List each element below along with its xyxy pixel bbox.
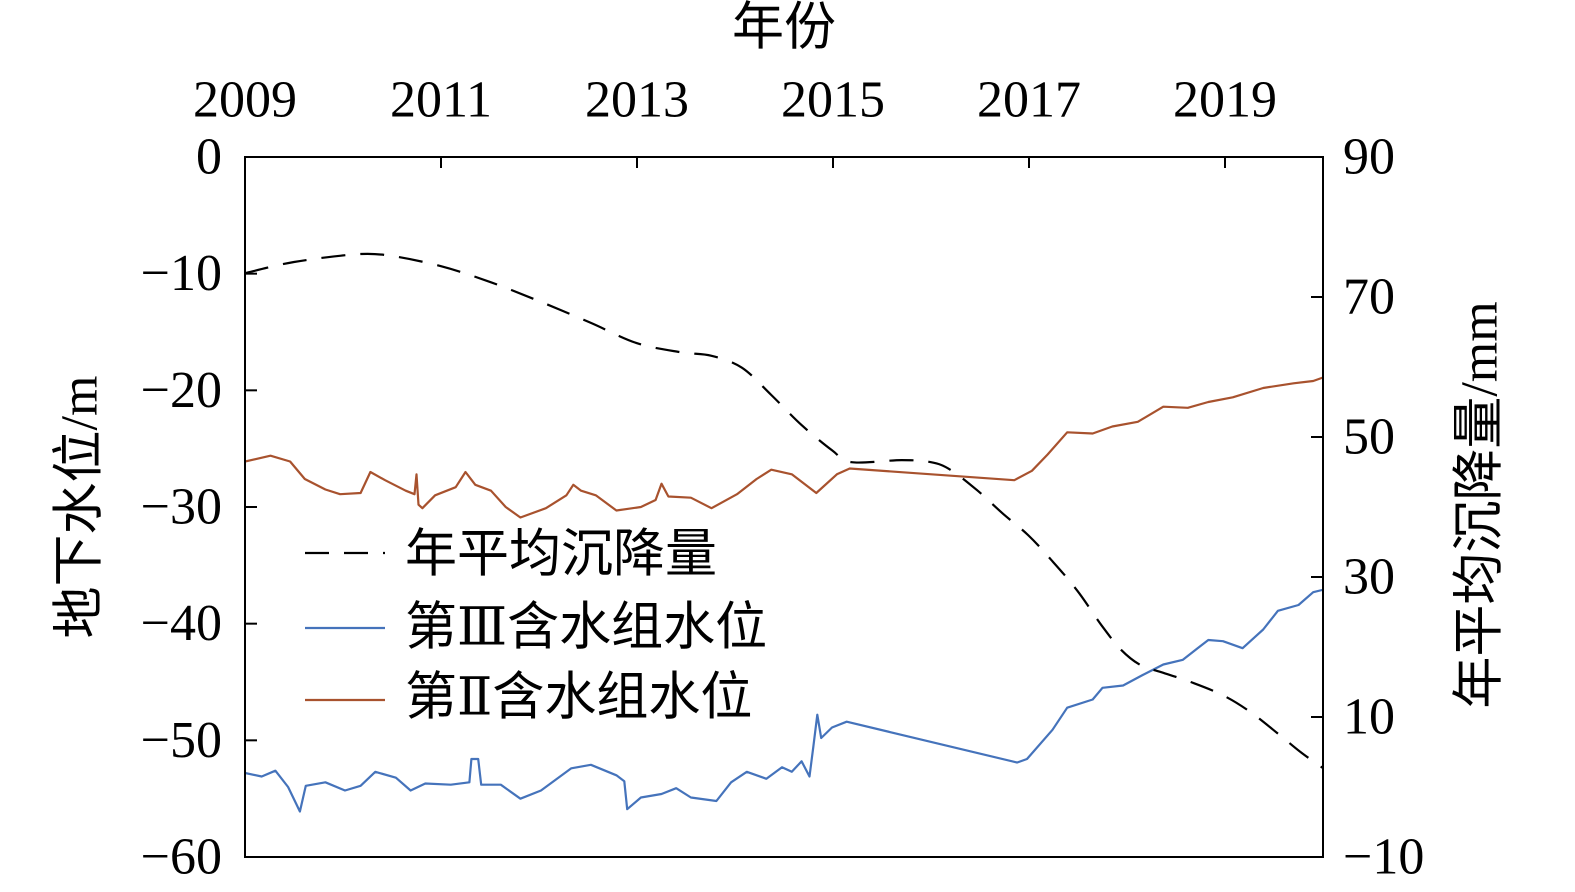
y-left-tick-label: −20 [141, 362, 222, 419]
legend-label-aquifer-ii: 第Ⅱ含水组水位 [405, 670, 752, 727]
x-tick-label: 2019 [1173, 72, 1277, 129]
x-tick-label: 2015 [781, 72, 885, 129]
y-right-tick-label: 30 [1343, 549, 1395, 606]
x-tick-label: 2013 [585, 72, 689, 129]
y-left-tick-label: −50 [141, 712, 222, 769]
legend-item: 年平均沉降量 [305, 527, 717, 584]
legend-label-aquifer-iii: 第Ⅲ含水组水位 [405, 600, 767, 657]
y-left-tick-label: −40 [141, 595, 222, 652]
aquifer-iii-level-line [245, 588, 1323, 813]
y-right-tick-label: −10 [1343, 829, 1424, 886]
settlement-line [245, 252, 1323, 769]
y-axis-right-ticks: 90 70 50 30 10 −10 [1311, 129, 1424, 886]
x-tick-label: 2011 [390, 72, 492, 129]
legend: 年平均沉降量 第Ⅲ含水组水位 第Ⅱ含水组水位 [305, 527, 767, 727]
y-right-tick-label: 10 [1343, 689, 1395, 746]
x-axis-ticks: 2009 2011 2013 2015 2017 2019 [193, 72, 1277, 168]
y-right-tick-label: 70 [1343, 269, 1395, 326]
aquifer-ii-level-line [245, 376, 1323, 519]
y-axis-title-right: 年平均沉降量/mm [1452, 301, 1509, 708]
x-tick-label: 2009 [193, 72, 297, 129]
y-axis-left-ticks: 0 −10 −20 −30 −40 −50 −60 [141, 129, 257, 886]
plot-frame [244, 156, 1324, 858]
legend-item: 第Ⅱ含水组水位 [305, 670, 752, 727]
y-left-tick-label: 0 [196, 129, 222, 186]
y-left-tick-label: −30 [141, 479, 222, 536]
legend-item: 第Ⅲ含水组水位 [305, 600, 767, 657]
y-left-tick-label: −60 [141, 829, 222, 886]
y-left-tick-label: −10 [141, 245, 222, 302]
series-group [245, 252, 1323, 813]
y-axis-title-left: 地下水位/m [52, 376, 109, 639]
x-tick-label: 2017 [977, 72, 1081, 129]
x-axis-title: 年份 [732, 0, 836, 57]
y-right-tick-label: 90 [1343, 129, 1395, 186]
legend-label-settlement: 年平均沉降量 [405, 527, 717, 584]
y-right-tick-label: 50 [1343, 409, 1395, 466]
